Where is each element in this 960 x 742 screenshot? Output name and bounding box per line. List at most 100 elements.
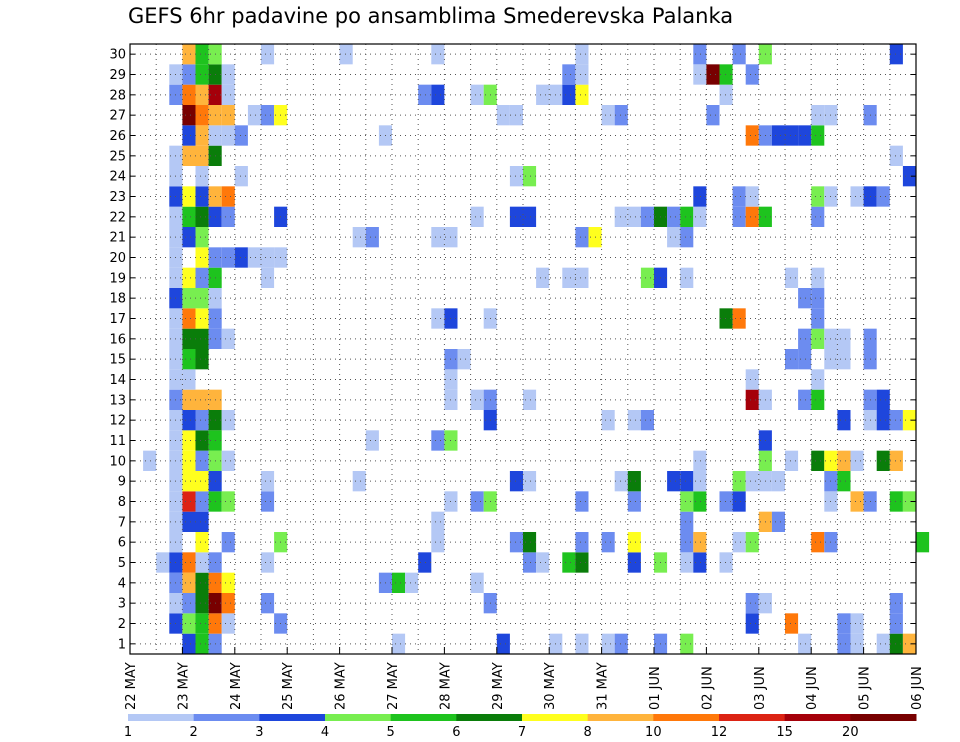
heatmap-cell (811, 125, 825, 146)
heatmap-cell (195, 105, 209, 126)
x-tick-label: 03 JUN (753, 666, 768, 710)
heatmap-cell (693, 491, 707, 512)
heatmap-cell (509, 105, 523, 126)
heatmap-cell (850, 491, 864, 512)
x-tick-label: 05 JUN (858, 666, 873, 710)
y-axis: 1234567891011121314151617181920212223242… (109, 48, 916, 652)
legend-swatch (522, 714, 589, 721)
heatmap-cell (405, 572, 419, 593)
heatmap-cell (431, 308, 445, 329)
heatmap-cell (562, 64, 576, 85)
heatmap-cell (811, 288, 825, 309)
heatmap-cell (902, 491, 916, 512)
heatmap-cell (234, 166, 248, 187)
plot-frame (129, 43, 917, 655)
heatmap-cell (785, 267, 799, 288)
heatmap-cell (195, 491, 209, 512)
heatmap-cell (798, 633, 812, 654)
heatmap-cell (182, 328, 196, 349)
heatmap-cell (195, 552, 209, 573)
heatmap-cell (509, 532, 523, 553)
heatmap-cell (627, 410, 641, 431)
heatmap-cell (876, 186, 890, 207)
legend-swatch (325, 714, 392, 721)
heatmap-cell (182, 349, 196, 370)
heatmap-cell (811, 369, 825, 390)
heatmap-cell (771, 125, 785, 146)
heatmap-cell (614, 471, 628, 492)
y-tick-label: 17 (109, 312, 126, 327)
heatmap-cell (536, 84, 550, 105)
heatmap-cell (745, 593, 759, 614)
legend-swatch (390, 714, 457, 721)
heatmap-cell (182, 145, 196, 166)
heatmap-cell (680, 511, 694, 532)
heatmap-cell (732, 206, 746, 227)
heatmap-cell (221, 328, 235, 349)
heatmap-cell (182, 64, 196, 85)
heatmap-cell (365, 227, 379, 248)
heatmap-cell (221, 491, 235, 512)
heatmap-cell (785, 450, 799, 471)
y-tick-label: 1 (118, 637, 126, 652)
heatmap-cell (221, 613, 235, 634)
heatmap-cell (575, 84, 589, 105)
y-tick-label: 28 (109, 88, 126, 103)
heatmap-cell (680, 471, 694, 492)
x-tick-label: 29 MAY (491, 662, 506, 710)
heatmap-cell (745, 532, 759, 553)
heatmap-cell (261, 267, 275, 288)
heatmap-cell (640, 410, 654, 431)
heatmap-cell (889, 593, 903, 614)
heatmap-cell (798, 349, 812, 370)
heatmap-cell (195, 572, 209, 593)
heatmap-cell (745, 186, 759, 207)
heatmap-cell (195, 44, 209, 65)
heatmap-cell (811, 328, 825, 349)
y-tick-label: 27 (109, 109, 126, 124)
legend-swatch (784, 714, 851, 721)
heatmap-cell (876, 633, 890, 654)
heatmap-cell (693, 450, 707, 471)
heatmap-cell (182, 633, 196, 654)
x-tick-label: 24 MAY (229, 662, 244, 710)
heatmap-cell (261, 471, 275, 492)
x-tick-label: 04 JUN (805, 666, 820, 710)
heatmap-cell (182, 471, 196, 492)
legend-label: 6 (452, 725, 460, 740)
heatmap-cell (876, 410, 890, 431)
x-tick-label: 01 JUN (648, 666, 663, 710)
heatmap-cell (876, 450, 890, 471)
heatmap-cell (195, 471, 209, 492)
heatmap-cell (195, 450, 209, 471)
heatmap-cell (339, 44, 353, 65)
x-tick-label: 26 MAY (334, 662, 349, 710)
y-tick-label: 14 (109, 373, 126, 388)
heatmap-cell (234, 125, 248, 146)
heatmap-cell (732, 44, 746, 65)
heatmap-cell (811, 450, 825, 471)
heatmap-cell (221, 450, 235, 471)
heatmap-cell (182, 206, 196, 227)
heatmap-cell (182, 572, 196, 593)
heatmap-cell (195, 186, 209, 207)
heatmap-cell (195, 308, 209, 329)
heatmap-cell (575, 267, 589, 288)
heatmap-cell (745, 125, 759, 146)
y-tick-label: 22 (109, 210, 126, 225)
heatmap-cell (850, 633, 864, 654)
heatmap-cell (693, 186, 707, 207)
heatmap-cell (261, 593, 275, 614)
heatmap-cell (850, 613, 864, 634)
heatmap-cell (745, 613, 759, 634)
heatmap-cell (523, 532, 537, 553)
heatmap-cell (902, 633, 916, 654)
heatmap-cell (889, 44, 903, 65)
heatmap-cell (693, 471, 707, 492)
legend-label: 1 (124, 725, 132, 740)
heatmap-cell (575, 491, 589, 512)
heatmap-cell (719, 491, 733, 512)
heatmap-cell (811, 389, 825, 410)
heatmap-cell (693, 532, 707, 553)
heatmap-cell (392, 633, 406, 654)
